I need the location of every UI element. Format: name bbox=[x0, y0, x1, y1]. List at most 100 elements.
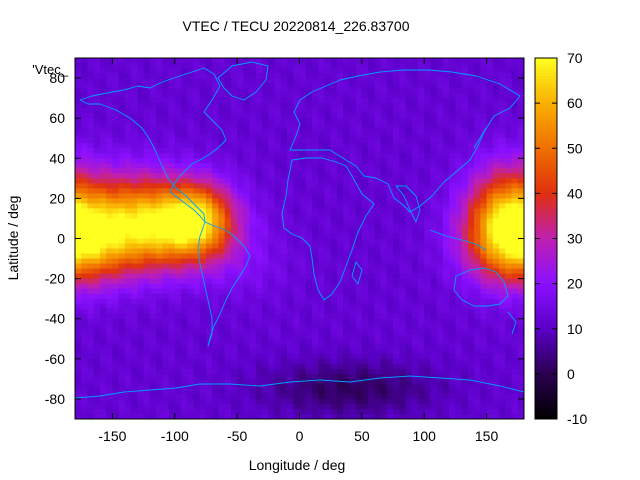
heatmap-cell bbox=[149, 98, 157, 104]
heatmap-cell bbox=[255, 143, 263, 149]
heatmap-cell bbox=[449, 388, 456, 395]
heatmap-cell bbox=[193, 373, 201, 380]
heatmap-cell bbox=[505, 143, 512, 149]
heatmap-cell bbox=[386, 133, 394, 139]
heatmap-cell bbox=[280, 123, 288, 129]
heatmap-cell bbox=[237, 248, 244, 254]
heatmap-cell bbox=[324, 108, 332, 114]
heatmap-cell bbox=[399, 108, 406, 114]
heatmap-cell bbox=[492, 173, 500, 179]
heatmap-cell bbox=[274, 168, 282, 174]
heatmap-cell bbox=[436, 388, 444, 395]
heatmap-cell bbox=[143, 318, 151, 325]
heatmap-cell bbox=[149, 283, 157, 290]
heatmap-cell bbox=[461, 313, 469, 320]
heatmap-cell bbox=[137, 233, 144, 239]
heatmap-cell bbox=[355, 363, 363, 370]
heatmap-cell bbox=[280, 383, 288, 390]
heatmap-cell bbox=[93, 58, 101, 64]
heatmap-cell bbox=[124, 283, 132, 290]
heatmap-cell bbox=[517, 308, 524, 315]
heatmap-cell bbox=[249, 403, 257, 410]
heatmap-cell bbox=[411, 328, 419, 335]
heatmap-cell bbox=[193, 188, 201, 194]
heatmap-cell bbox=[93, 68, 101, 74]
heatmap-cell bbox=[411, 98, 419, 104]
heatmap-cell bbox=[218, 373, 226, 380]
heatmap-cell bbox=[99, 133, 107, 139]
heatmap-cell bbox=[455, 303, 463, 310]
heatmap-cell bbox=[393, 218, 400, 224]
heatmap-cell bbox=[262, 248, 269, 254]
heatmap-cell bbox=[368, 178, 375, 184]
heatmap-cell bbox=[218, 183, 226, 189]
heatmap-cell bbox=[218, 243, 226, 249]
heatmap-cell bbox=[374, 378, 381, 385]
heatmap-cell bbox=[99, 103, 107, 109]
heatmap-cell bbox=[75, 193, 82, 199]
heatmap-cell bbox=[218, 278, 226, 285]
heatmap-cell bbox=[293, 388, 300, 395]
heatmap-cell bbox=[380, 383, 388, 390]
heatmap-cell bbox=[417, 238, 425, 244]
heatmap-cell bbox=[187, 258, 194, 264]
heatmap-cell bbox=[368, 368, 375, 375]
heatmap-cell bbox=[187, 398, 194, 405]
heatmap-cell bbox=[368, 108, 375, 114]
heatmap-cell bbox=[499, 58, 506, 64]
heatmap-cell bbox=[293, 398, 300, 405]
heatmap-cell bbox=[486, 98, 494, 104]
heatmap-cell bbox=[218, 273, 226, 280]
heatmap-cell bbox=[336, 283, 344, 290]
heatmap-cell bbox=[124, 228, 132, 234]
heatmap-cell bbox=[399, 363, 406, 370]
heatmap-cell bbox=[87, 103, 95, 109]
heatmap-cell bbox=[324, 98, 332, 104]
heatmap-cell bbox=[499, 283, 506, 290]
heatmap-cell bbox=[449, 103, 456, 109]
heatmap-cell bbox=[149, 88, 157, 94]
heatmap-cell bbox=[318, 153, 325, 159]
heatmap-cell bbox=[268, 178, 275, 184]
heatmap-cell bbox=[399, 193, 406, 199]
heatmap-cell bbox=[274, 273, 282, 280]
heatmap-cell bbox=[486, 238, 494, 244]
heatmap-cell bbox=[386, 378, 394, 385]
heatmap-cell bbox=[511, 263, 519, 269]
heatmap-cell bbox=[181, 143, 188, 149]
heatmap-cell bbox=[143, 398, 151, 405]
heatmap-cell bbox=[124, 403, 132, 410]
heatmap-cell bbox=[349, 268, 357, 274]
heatmap-cell bbox=[461, 393, 469, 400]
heatmap-cell bbox=[374, 93, 381, 99]
heatmap-cell bbox=[75, 278, 82, 285]
heatmap-cell bbox=[112, 183, 120, 189]
heatmap-cell bbox=[324, 163, 332, 169]
heatmap-cell bbox=[474, 103, 481, 109]
heatmap-cell bbox=[399, 173, 406, 179]
heatmap-cell bbox=[368, 83, 375, 89]
heatmap-cell bbox=[361, 238, 369, 244]
heatmap-cell bbox=[436, 313, 444, 320]
heatmap-cell bbox=[299, 383, 307, 390]
heatmap-cell bbox=[499, 313, 506, 320]
heatmap-cell bbox=[156, 188, 163, 194]
heatmap-cell bbox=[87, 228, 95, 234]
heatmap-cell bbox=[205, 378, 213, 385]
heatmap-cell bbox=[212, 208, 219, 214]
heatmap-cell bbox=[349, 353, 357, 360]
heatmap-cell bbox=[224, 123, 232, 129]
heatmap-cell bbox=[330, 313, 338, 320]
heatmap-cell bbox=[287, 358, 294, 365]
heatmap-cell bbox=[156, 73, 163, 79]
heatmap-cell bbox=[368, 323, 375, 330]
heatmap-cell bbox=[75, 118, 82, 124]
heatmap-cell bbox=[505, 123, 512, 129]
heatmap-cell bbox=[380, 163, 388, 169]
heatmap-cell bbox=[99, 233, 107, 239]
heatmap-cell bbox=[168, 263, 176, 269]
heatmap-cell bbox=[511, 338, 519, 345]
heatmap-cell bbox=[149, 323, 157, 330]
heatmap-cell bbox=[249, 128, 257, 134]
heatmap-cell bbox=[318, 123, 325, 129]
